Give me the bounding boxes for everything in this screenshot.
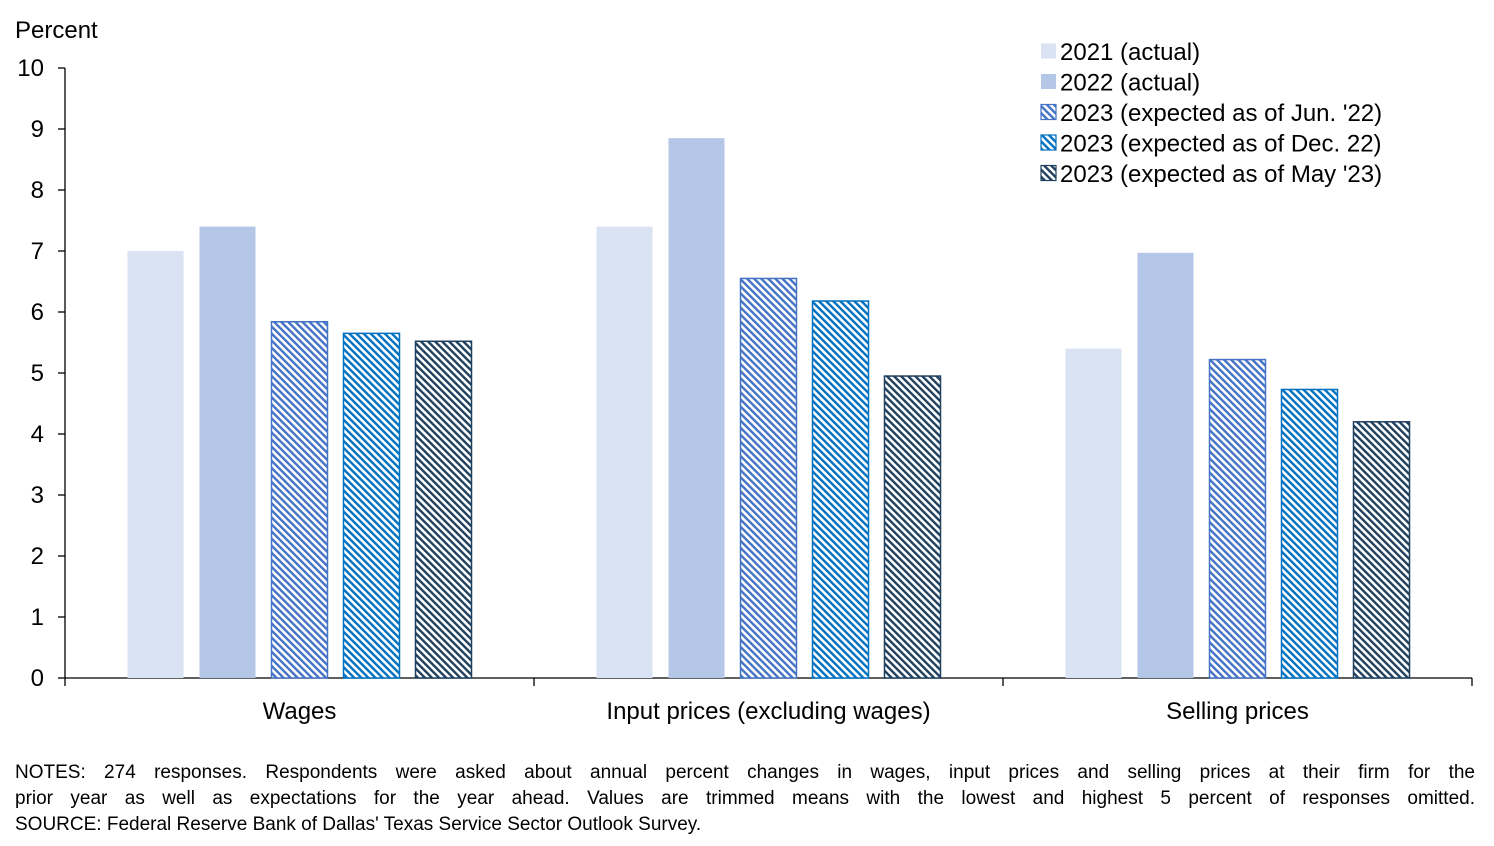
y-tick-label: 8 [31, 177, 44, 204]
x-tick-label: Input prices (excluding wages) [606, 698, 930, 725]
bar [1352, 421, 1411, 679]
x-tick-label: Selling prices [1166, 698, 1309, 725]
legend-label: 2023 (expected as of May '23) [1060, 161, 1382, 188]
bar-chart: Percent 0 1 2 3 4 5 6 7 8 9 10 Wages Input prices (… [15, 17, 1473, 725]
y-tick-label: 0 [31, 665, 44, 692]
bar [883, 375, 942, 679]
y-tick-label: 3 [31, 482, 44, 509]
y-tick-label: 4 [31, 421, 44, 448]
y-tick-label: 2 [31, 543, 44, 570]
bar [1065, 348, 1122, 678]
legend-label: 2023 (expected as of Dec. 22) [1060, 131, 1382, 158]
legend-label: 2023 (expected as of Jun. '22) [1060, 100, 1382, 127]
legend-label: 2021 (actual) [1060, 39, 1200, 66]
bar [127, 251, 184, 678]
bar [811, 300, 870, 679]
bar [414, 340, 473, 679]
legend-label: 2022 (actual) [1060, 70, 1200, 97]
bar [668, 138, 725, 678]
legend-swatch [1040, 134, 1057, 151]
legend: 2021 (actual) 2022 (actual) 2023 (expected… [1040, 39, 1382, 188]
source-line: SOURCE: Federal Reserve Bank of Dallas' … [15, 814, 702, 835]
bar [342, 332, 401, 679]
y-axis-label: Percent [15, 17, 98, 44]
legend-swatch [1041, 43, 1056, 59]
bar [1208, 358, 1267, 679]
notes: NOTES: 274 responses. Respondents were a… [15, 760, 1475, 838]
bar [1137, 252, 1194, 678]
bar [739, 277, 798, 679]
y-tick-label: 5 [31, 360, 44, 387]
y-tick-label: 10 [17, 55, 44, 82]
notes-line-1: NOTES: 274 responses. Respondents were a… [15, 762, 1475, 783]
bar [596, 226, 653, 678]
bar [270, 321, 329, 679]
legend-swatch [1040, 164, 1057, 182]
x-tick-label: Wages [263, 698, 337, 725]
y-tick-label: 6 [31, 299, 44, 326]
bars [127, 138, 1411, 679]
legend-swatch [1041, 74, 1056, 89]
y-tick-label: 1 [31, 604, 44, 631]
x-axis-labels: Wages Input prices (excluding wages) Selli… [263, 698, 1309, 725]
y-tick-label: 7 [31, 238, 44, 265]
bar [1280, 388, 1339, 679]
y-tick-label: 9 [31, 116, 44, 143]
notes-line-2: prior year as well as expectations for t… [15, 788, 1475, 809]
legend-swatch [1040, 103, 1057, 121]
bar [199, 226, 256, 678]
